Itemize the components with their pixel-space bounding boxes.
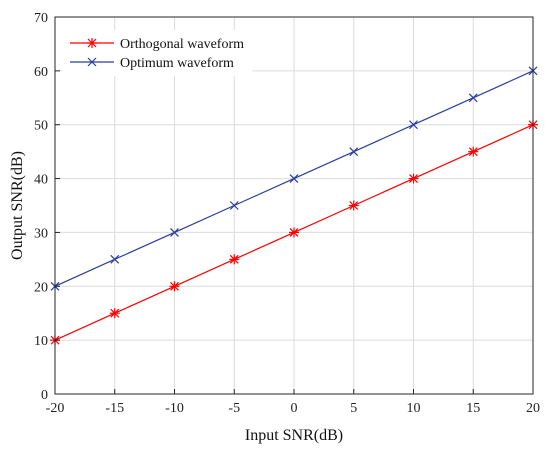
legend-item: Orthogonal waveform [70, 37, 244, 52]
legend-swatch-marker [87, 57, 97, 67]
data-point-marker [348, 200, 359, 211]
x-axis-ticks: -20 -15 -10 -5 0 5 10 15 20 [46, 389, 540, 416]
y-tick-label: 60 [34, 65, 48, 80]
legend-items: Orthogonal waveform Optimum waveform [70, 37, 244, 71]
y-tick-label: 10 [34, 334, 48, 349]
x-axis-title: Input SNR(dB) [245, 427, 343, 444]
data-point-marker [109, 308, 120, 319]
data-point-marker [229, 254, 240, 265]
x-tick-label: 0 [291, 401, 298, 416]
x-tick-label: 10 [407, 401, 421, 416]
y-tick-label: 50 [34, 119, 48, 134]
y-axis-ticks: 0 10 20 30 40 50 60 70 [34, 11, 60, 403]
data-point-marker [408, 173, 419, 184]
data-point-marker [468, 146, 479, 157]
data-point-marker [349, 147, 359, 157]
y-tick-label: 0 [41, 388, 48, 403]
data-point-marker [409, 120, 418, 130]
data-point-marker [289, 174, 299, 183]
x-tick-label: -5 [228, 401, 240, 416]
legend: Orthogonal waveform Optimum waveform [62, 30, 252, 76]
x-tick-label: -15 [105, 401, 124, 416]
data-point-marker [229, 201, 239, 210]
x-tick-label: 20 [526, 401, 540, 416]
data-point-marker [289, 227, 299, 238]
x-tick-label: -20 [46, 401, 65, 416]
y-tick-label: 30 [34, 226, 48, 241]
series-layer [50, 66, 538, 346]
data-point-marker [170, 228, 179, 237]
legend-swatch-marker [87, 38, 97, 48]
data-point-marker [468, 93, 478, 103]
data-point-marker [169, 281, 180, 292]
x-tick-label: 5 [350, 401, 357, 416]
y-axis-title: Output SNR(dB) [9, 151, 26, 260]
x-tick-label: -10 [165, 401, 184, 416]
y-tick-label: 20 [34, 280, 48, 295]
legend-label: Orthogonal waveform [120, 37, 244, 52]
legend-background [62, 30, 252, 76]
y-tick-label: 70 [34, 11, 48, 26]
legend-label: Optimum waveform [120, 56, 234, 71]
data-point-marker [110, 254, 120, 264]
y-tick-label: 40 [34, 173, 48, 188]
x-tick-label: 15 [466, 401, 480, 416]
legend-item: Optimum waveform [70, 56, 234, 71]
